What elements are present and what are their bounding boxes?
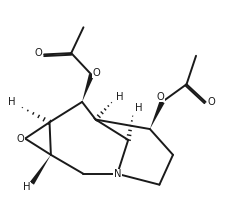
- Text: O: O: [206, 97, 214, 107]
- Text: N: N: [113, 169, 121, 179]
- Text: H: H: [115, 92, 123, 102]
- Text: H: H: [8, 97, 16, 107]
- Text: O: O: [156, 92, 164, 102]
- Text: H: H: [134, 103, 142, 113]
- Text: O: O: [35, 48, 42, 58]
- Polygon shape: [30, 155, 51, 185]
- Text: H: H: [23, 182, 31, 192]
- Polygon shape: [149, 101, 164, 129]
- Text: O: O: [92, 68, 100, 78]
- Polygon shape: [82, 74, 94, 102]
- Text: O: O: [16, 134, 24, 144]
